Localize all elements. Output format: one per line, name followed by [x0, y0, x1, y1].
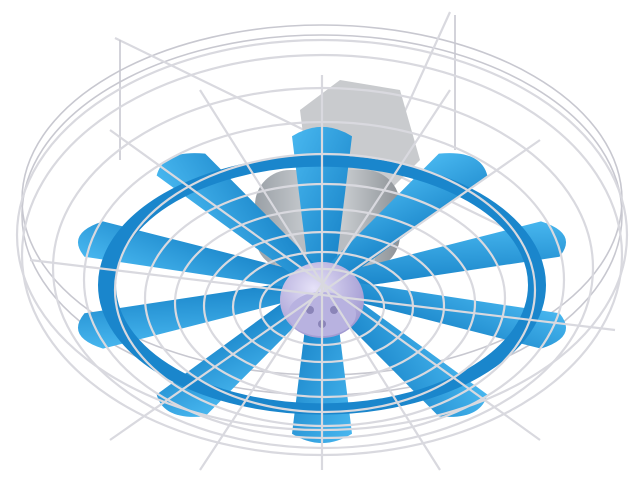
blades	[78, 126, 566, 444]
cage-front	[15, 38, 629, 471]
